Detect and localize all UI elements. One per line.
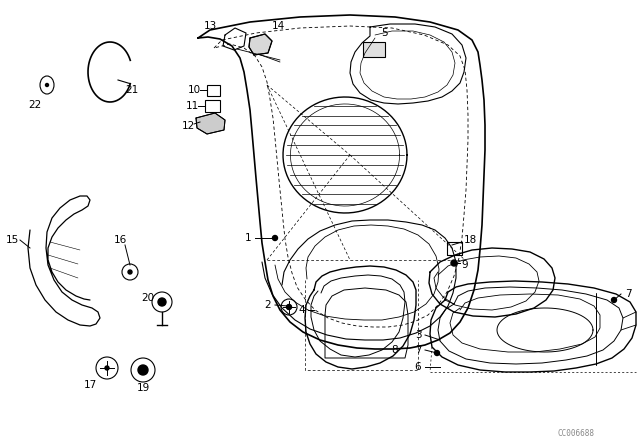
Text: 3: 3 bbox=[415, 330, 421, 340]
Circle shape bbox=[45, 83, 49, 86]
Text: 11: 11 bbox=[186, 101, 198, 111]
Text: 7: 7 bbox=[625, 289, 631, 299]
Circle shape bbox=[435, 350, 440, 356]
Text: 8: 8 bbox=[392, 345, 398, 355]
Text: 22: 22 bbox=[28, 100, 42, 110]
Circle shape bbox=[611, 297, 616, 302]
Text: 13: 13 bbox=[204, 21, 216, 31]
Text: 2: 2 bbox=[265, 300, 271, 310]
Text: 10: 10 bbox=[188, 85, 200, 95]
Polygon shape bbox=[363, 42, 385, 57]
Text: 5: 5 bbox=[381, 28, 388, 38]
Circle shape bbox=[287, 305, 291, 309]
Circle shape bbox=[273, 236, 278, 241]
Circle shape bbox=[105, 366, 109, 370]
Text: 6: 6 bbox=[415, 362, 421, 372]
Polygon shape bbox=[249, 34, 272, 55]
Text: 4: 4 bbox=[299, 305, 305, 315]
Text: 14: 14 bbox=[271, 21, 285, 31]
Text: 9: 9 bbox=[461, 260, 468, 270]
Text: CC006688: CC006688 bbox=[558, 429, 595, 438]
Circle shape bbox=[138, 365, 148, 375]
Text: 16: 16 bbox=[113, 235, 127, 245]
Text: 7: 7 bbox=[415, 345, 421, 355]
Text: 20: 20 bbox=[141, 293, 155, 303]
Text: 21: 21 bbox=[125, 85, 139, 95]
Text: 1: 1 bbox=[244, 233, 252, 243]
Circle shape bbox=[158, 298, 166, 306]
Text: 15: 15 bbox=[5, 235, 19, 245]
Circle shape bbox=[287, 305, 291, 310]
Circle shape bbox=[451, 260, 457, 266]
Text: 17: 17 bbox=[83, 380, 97, 390]
Text: 12: 12 bbox=[181, 121, 195, 131]
Text: 19: 19 bbox=[136, 383, 150, 393]
Polygon shape bbox=[196, 113, 225, 134]
Circle shape bbox=[128, 270, 132, 274]
Text: 18: 18 bbox=[463, 235, 477, 245]
